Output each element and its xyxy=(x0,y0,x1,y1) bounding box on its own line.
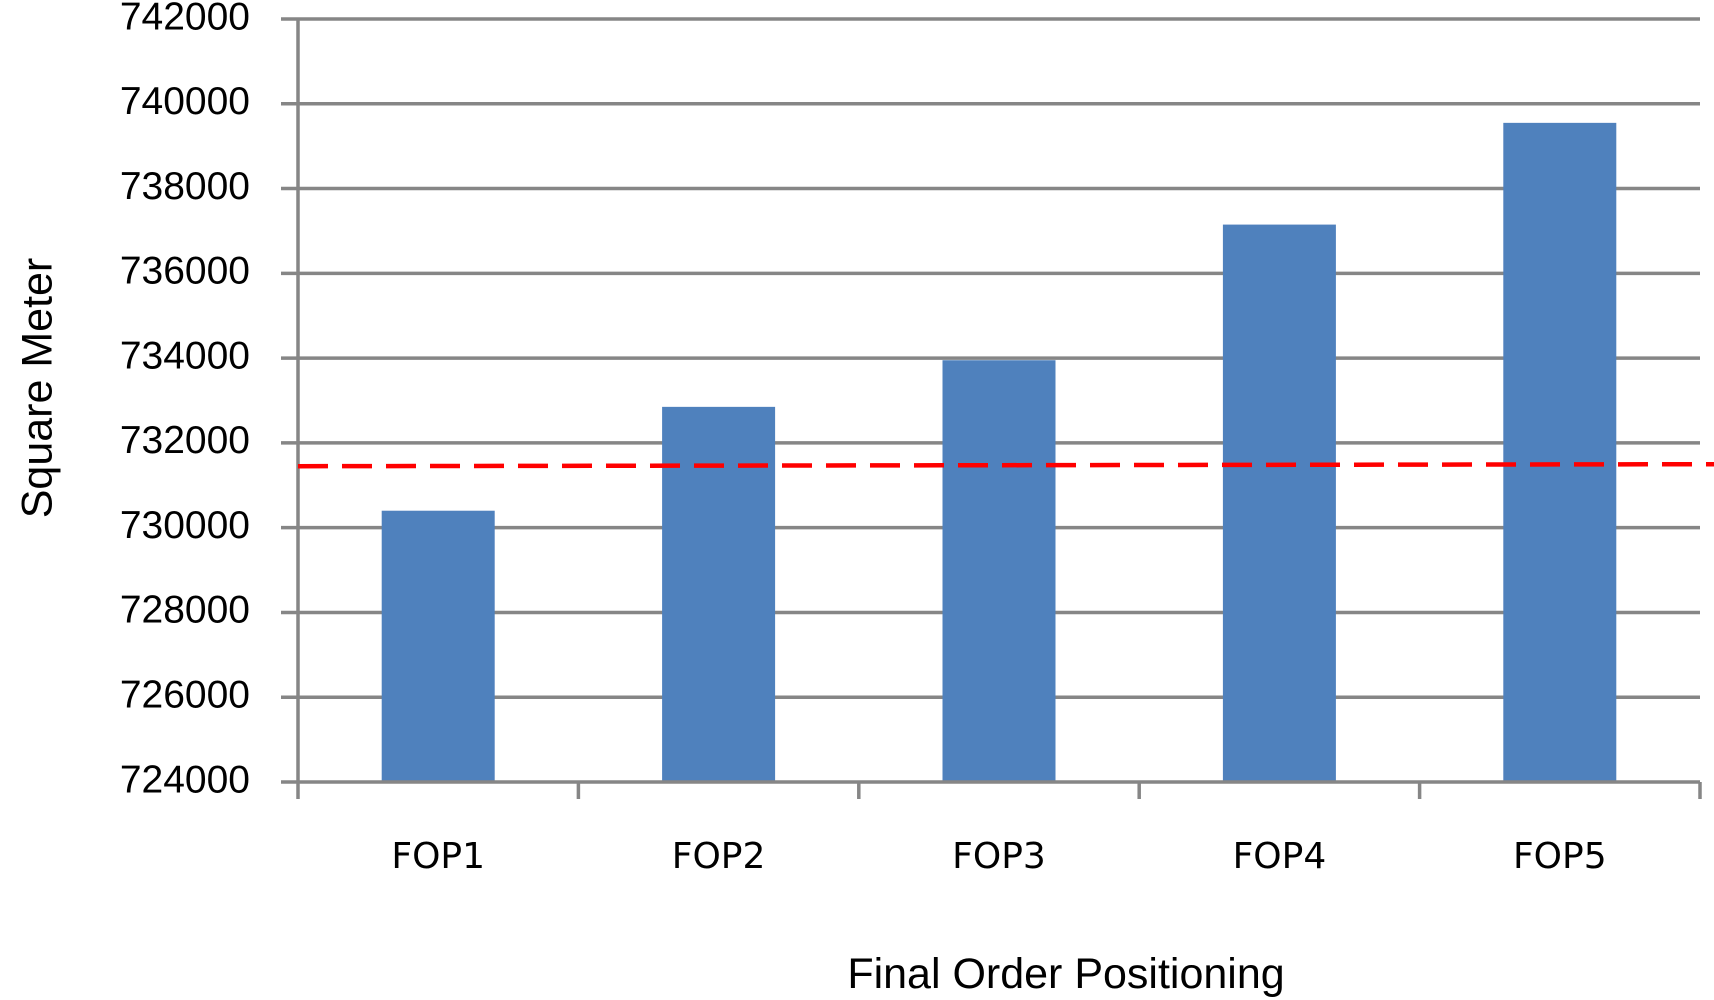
x-tick-label: FOP4 xyxy=(1233,836,1327,877)
bar-fop2 xyxy=(662,406,776,782)
reference-line xyxy=(297,461,1714,469)
y-tick-label: 740000 xyxy=(120,80,250,123)
y-tick-label: 726000 xyxy=(120,674,250,717)
y-axis-ticks: 724000 726000 728000 730000 732000 734000 7360… xyxy=(120,0,298,801)
x-tick-label: FOP2 xyxy=(672,836,766,877)
x-axis-ticks: FOP1 FOP2 FOP3 FOP4 FOP5 xyxy=(296,782,1702,877)
bar-fop5 xyxy=(1503,122,1617,782)
y-tick-label: 742000 xyxy=(120,0,250,38)
y-tick-label: 730000 xyxy=(120,504,250,547)
x-tick-label: FOP3 xyxy=(952,836,1046,877)
bar-fop3 xyxy=(942,360,1056,782)
bar-fop1 xyxy=(381,510,495,782)
y-tick-label: 732000 xyxy=(120,419,250,462)
y-tick-label: 728000 xyxy=(120,589,250,632)
y-tick-label: 724000 xyxy=(120,758,250,801)
x-tick-label: FOP5 xyxy=(1513,836,1607,877)
bars xyxy=(381,122,1617,782)
y-tick-label: 736000 xyxy=(120,250,250,293)
gridlines xyxy=(298,17,1700,699)
y-tick-label: 738000 xyxy=(120,165,250,208)
bar-fop4 xyxy=(1222,224,1336,782)
x-tick-label: FOP1 xyxy=(391,836,485,877)
x-axis-title: Final Order Positioning xyxy=(847,950,1284,998)
y-tick-label: 734000 xyxy=(120,334,250,377)
y-axis-title: Square Meter xyxy=(13,258,61,519)
